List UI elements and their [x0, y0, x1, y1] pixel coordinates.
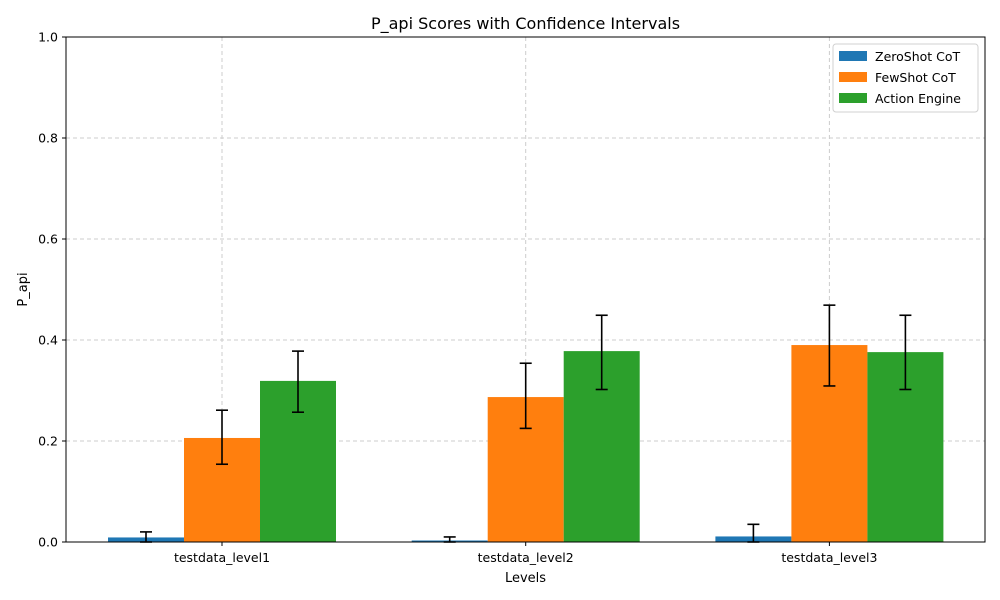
legend-swatch — [839, 51, 867, 61]
y-tick-label: 0.4 — [38, 333, 58, 348]
y-tick-label: 1.0 — [38, 30, 58, 45]
x-axis-label: Levels — [505, 571, 546, 586]
y-tick-label: 0.0 — [38, 535, 58, 550]
chart-title: P_api Scores with Confidence Intervals — [371, 14, 680, 34]
legend-swatch — [839, 93, 867, 103]
x-tick-label: testdata_level3 — [781, 550, 877, 565]
legend-box — [832, 43, 979, 113]
legend-swatch — [839, 72, 867, 82]
legend: ZeroShot CoT FewShot CoT Action Engine — [832, 43, 979, 113]
legend-label: ZeroShot CoT — [875, 49, 961, 64]
y-tick-label: 0.6 — [38, 232, 58, 247]
y-tick-label: 0.8 — [38, 131, 58, 146]
y-axis-label: P_api — [16, 272, 31, 306]
x-tick-label: testdata_level2 — [478, 550, 574, 565]
legend-label: FewShot CoT — [875, 70, 956, 85]
legend-label: Action Engine — [875, 91, 961, 106]
axis-ticks: 0.0 0.2 0.4 0.6 0.8 1.0 testdata_level1 testdat… — [38, 30, 877, 566]
y-tick-label: 0.2 — [38, 434, 58, 449]
x-tick-label: testdata_level1 — [174, 550, 270, 565]
